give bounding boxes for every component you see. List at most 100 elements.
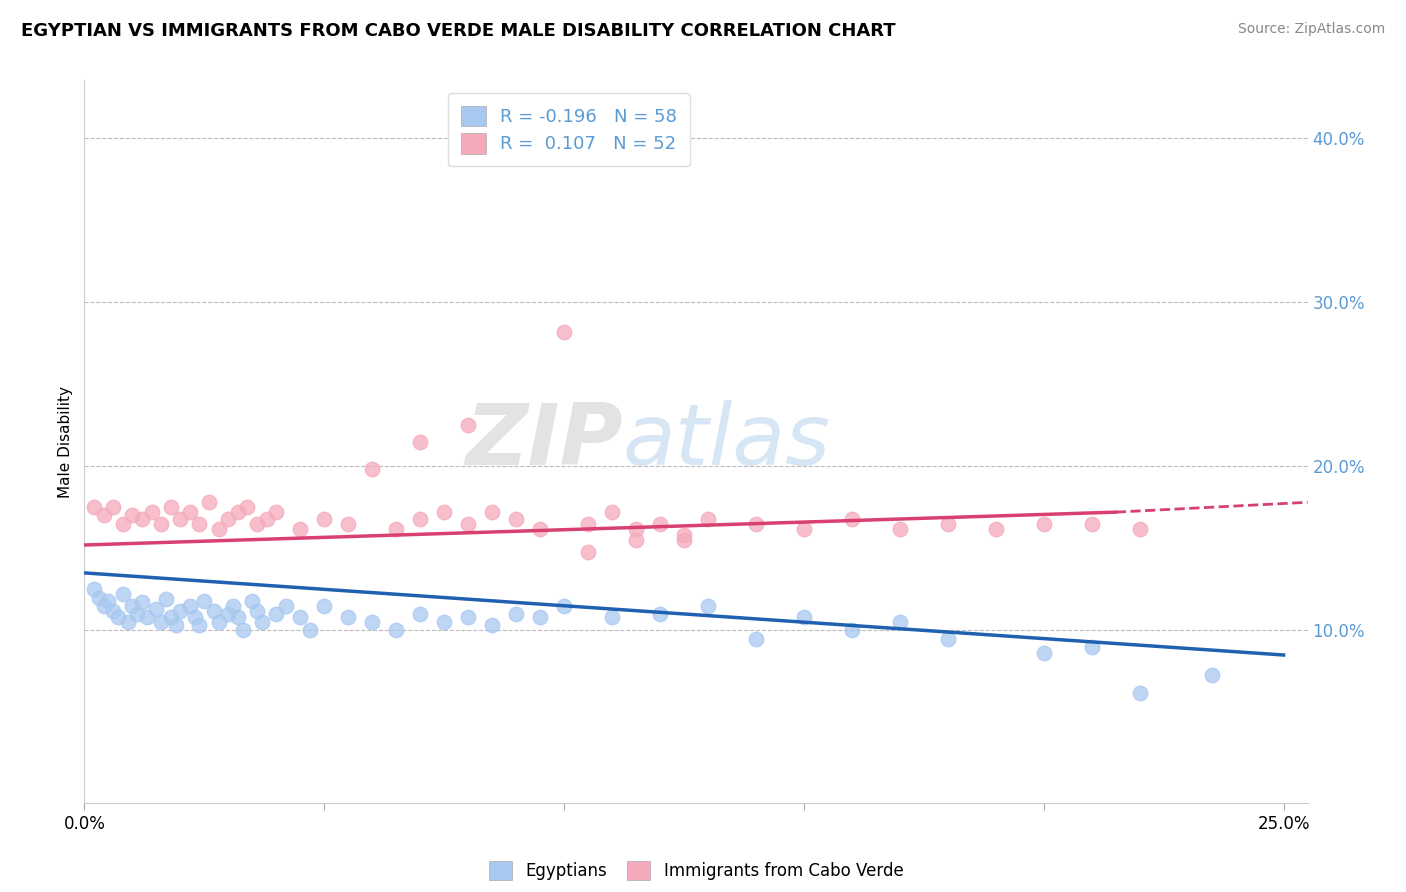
Point [648, 607, 671, 621]
Point [208, 615, 231, 630]
Point [529, 522, 551, 536]
Point [1129, 686, 1152, 700]
Point [159, 610, 181, 624]
Point [155, 592, 177, 607]
Point [159, 500, 181, 515]
Point [624, 522, 647, 536]
Point [457, 516, 479, 531]
Point [183, 610, 205, 624]
Point [481, 618, 503, 632]
Point [385, 624, 408, 638]
Point [433, 615, 456, 630]
Point [131, 512, 153, 526]
Point [193, 594, 215, 608]
Point [87, 591, 110, 605]
Point [576, 516, 599, 531]
Point [101, 604, 124, 618]
Point [553, 325, 575, 339]
Point [337, 516, 360, 531]
Point [290, 522, 312, 536]
Point [198, 495, 221, 509]
Point [745, 516, 768, 531]
Point [600, 505, 623, 519]
Point [290, 610, 312, 624]
Point [529, 610, 551, 624]
Point [217, 607, 239, 621]
Point [240, 594, 263, 608]
Point [409, 512, 432, 526]
Point [984, 522, 1007, 536]
Y-axis label: Male Disability: Male Disability [58, 385, 73, 498]
Point [150, 516, 173, 531]
Point [697, 599, 720, 613]
Text: EGYPTIAN VS IMMIGRANTS FROM CABO VERDE MALE DISABILITY CORRELATION CHART: EGYPTIAN VS IMMIGRANTS FROM CABO VERDE M… [21, 22, 896, 40]
Point [83, 582, 105, 597]
Point [936, 516, 959, 531]
Point [145, 602, 167, 616]
Point [165, 618, 187, 632]
Point [314, 512, 336, 526]
Point [624, 533, 647, 547]
Point [246, 516, 269, 531]
Point [274, 599, 297, 613]
Point [127, 607, 149, 621]
Point [457, 610, 479, 624]
Point [889, 522, 911, 536]
Point [793, 610, 815, 624]
Point [409, 607, 432, 621]
Point [246, 604, 269, 618]
Point [101, 500, 124, 515]
Point [117, 615, 139, 630]
Point [1032, 516, 1054, 531]
Point [232, 624, 254, 638]
Point [236, 500, 259, 515]
Point [745, 632, 768, 646]
Point [111, 516, 134, 531]
Point [361, 615, 384, 630]
Point [93, 508, 115, 523]
Point [150, 615, 173, 630]
Point [337, 610, 360, 624]
Point [1201, 667, 1223, 681]
Point [141, 505, 163, 519]
Point [841, 512, 863, 526]
Text: Source: ZipAtlas.com: Source: ZipAtlas.com [1237, 22, 1385, 37]
Point [226, 505, 249, 519]
Point [505, 512, 527, 526]
Point [553, 599, 575, 613]
Point [481, 505, 503, 519]
Point [648, 516, 671, 531]
Point [226, 610, 249, 624]
Point [361, 462, 384, 476]
Point [250, 615, 273, 630]
Point [1129, 522, 1152, 536]
Point [936, 632, 959, 646]
Point [169, 604, 191, 618]
Point [222, 599, 245, 613]
Legend: Egyptians, Immigrants from Cabo Verde: Egyptians, Immigrants from Cabo Verde [482, 855, 910, 887]
Point [1032, 646, 1054, 660]
Point [793, 522, 815, 536]
Point [697, 512, 720, 526]
Point [131, 595, 153, 609]
Point [97, 594, 120, 608]
Point [121, 599, 143, 613]
Point [409, 434, 432, 449]
Point [217, 512, 239, 526]
Point [107, 610, 129, 624]
Point [576, 544, 599, 558]
Point [672, 533, 695, 547]
Point [841, 624, 863, 638]
Point [202, 604, 225, 618]
Point [208, 522, 231, 536]
Text: ZIP: ZIP [465, 400, 623, 483]
Point [264, 607, 287, 621]
Point [179, 599, 201, 613]
Point [457, 418, 479, 433]
Point [111, 587, 134, 601]
Point [298, 624, 321, 638]
Point [1080, 640, 1102, 654]
Point [188, 618, 211, 632]
Point [889, 615, 911, 630]
Point [672, 528, 695, 542]
